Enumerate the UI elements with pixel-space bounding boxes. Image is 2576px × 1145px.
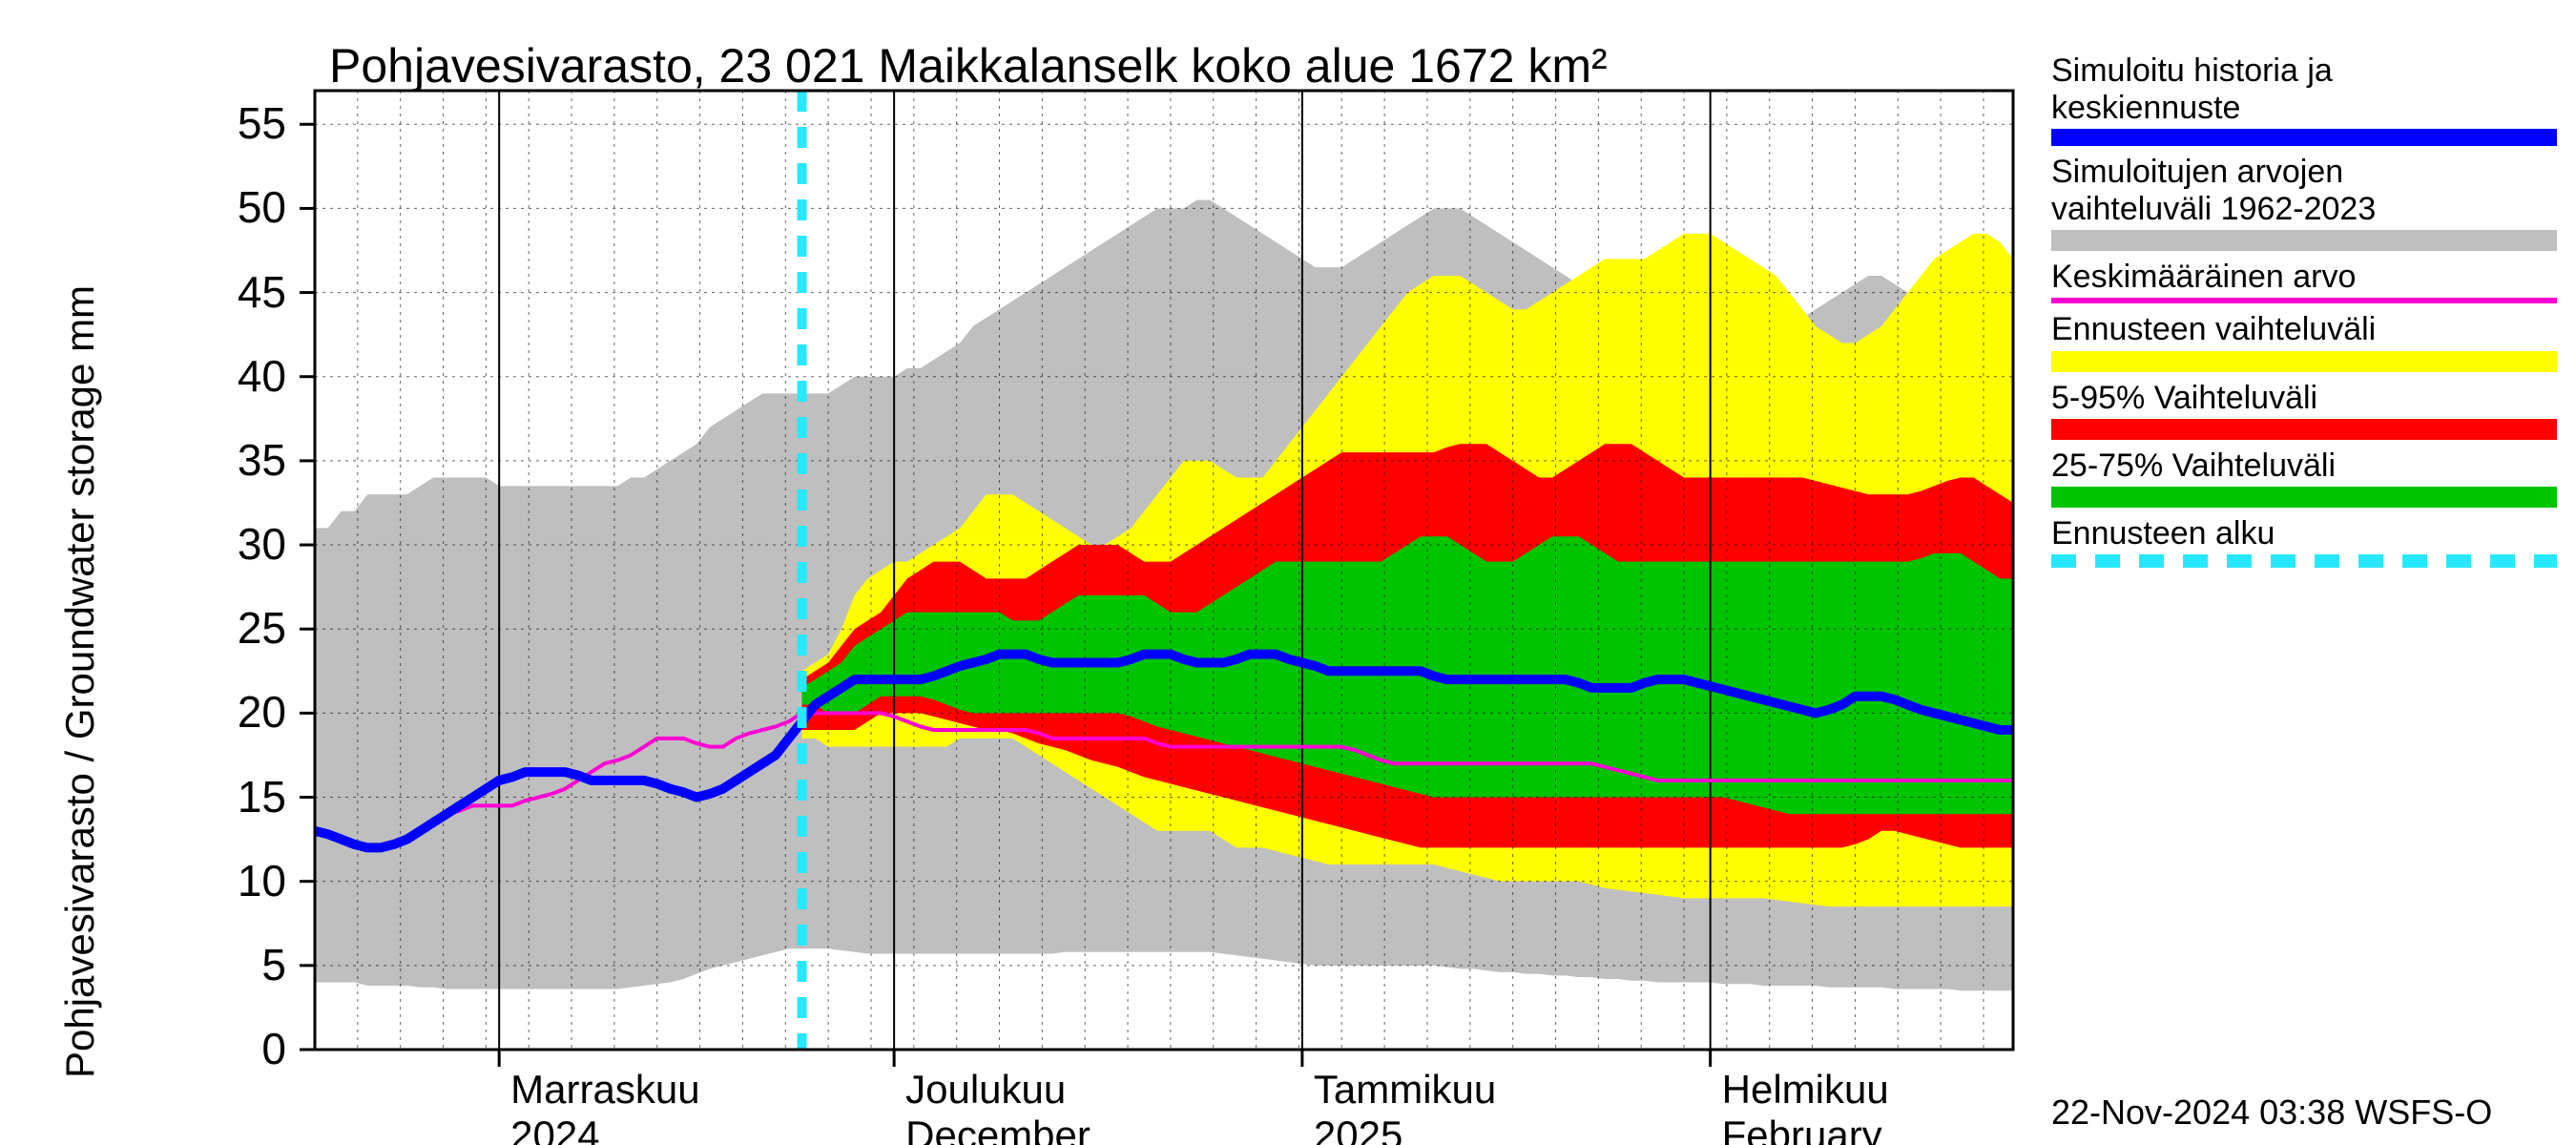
legend-label: keskiennuste xyxy=(2051,90,2557,127)
chart-root: Pohjavesivarasto, 23 021 Maikkalanselk k… xyxy=(0,0,2576,1145)
y-tick: 35 xyxy=(210,434,286,486)
y-tick: 5 xyxy=(210,939,286,990)
legend-item: Keskimääräinen arvo xyxy=(2051,259,2557,303)
y-tick: 0 xyxy=(210,1023,286,1074)
x-month-label: Helmikuu xyxy=(1722,1067,1889,1113)
legend-item: Simuloitu historia jakeskiennuste xyxy=(2051,52,2557,146)
legend-item: 5-95% Vaihteluväli xyxy=(2051,380,2557,440)
x-month-sublabel: December xyxy=(905,1113,1091,1145)
chart-title: Pohjavesivarasto, 23 021 Maikkalanselk k… xyxy=(329,38,1608,94)
y-tick: 40 xyxy=(210,350,286,402)
legend-label: Keskimääräinen arvo xyxy=(2051,259,2557,296)
legend-label: Ennusteen vaihteluväli xyxy=(2051,311,2557,348)
y-tick: 30 xyxy=(210,518,286,570)
legend-swatch xyxy=(2051,298,2557,303)
legend-item: Ennusteen alku xyxy=(2051,515,2557,568)
y-axis-label: Pohjavesivarasto / Groundwater storage m… xyxy=(57,285,103,1078)
legend-swatch xyxy=(2051,487,2557,508)
y-tick: 50 xyxy=(210,181,286,233)
x-month-sublabel: 2024 xyxy=(510,1113,599,1145)
x-month-label: Marraskuu xyxy=(510,1067,699,1113)
y-tick: 20 xyxy=(210,686,286,738)
footer-timestamp: 22-Nov-2024 03:38 WSFS-O xyxy=(2051,1093,2492,1133)
legend-swatch xyxy=(2051,230,2557,251)
legend-label: Simuloitu historia ja xyxy=(2051,52,2557,90)
x-month-label: Tammikuu xyxy=(1314,1067,1496,1113)
legend-item: Ennusteen vaihteluväli xyxy=(2051,311,2557,371)
x-month-label: Joulukuu xyxy=(905,1067,1066,1113)
legend-label: Ennusteen alku xyxy=(2051,515,2557,552)
legend-label: Simuloitujen arvojen xyxy=(2051,154,2557,191)
y-tick: 55 xyxy=(210,97,286,149)
legend-item: Simuloitujen arvojenvaihteluväli 1962-20… xyxy=(2051,154,2557,251)
legend-swatch xyxy=(2051,419,2557,440)
legend-label: vaihteluväli 1962-2023 xyxy=(2051,191,2557,228)
y-tick: 25 xyxy=(210,602,286,654)
x-month-sublabel: 2025 xyxy=(1314,1113,1402,1145)
legend-item: 25-75% Vaihteluväli xyxy=(2051,448,2557,508)
legend-swatch xyxy=(2051,129,2557,146)
legend-swatch xyxy=(2051,351,2557,372)
y-tick: 15 xyxy=(210,771,286,822)
legend-swatch xyxy=(2051,554,2557,568)
legend: Simuloitu historia jakeskiennusteSimuloi… xyxy=(2051,52,2557,575)
legend-label: 5-95% Vaihteluväli xyxy=(2051,380,2557,417)
y-tick: 10 xyxy=(210,855,286,906)
x-month-sublabel: February xyxy=(1722,1113,1882,1145)
y-tick: 45 xyxy=(210,266,286,318)
legend-label: 25-75% Vaihteluväli xyxy=(2051,448,2557,485)
